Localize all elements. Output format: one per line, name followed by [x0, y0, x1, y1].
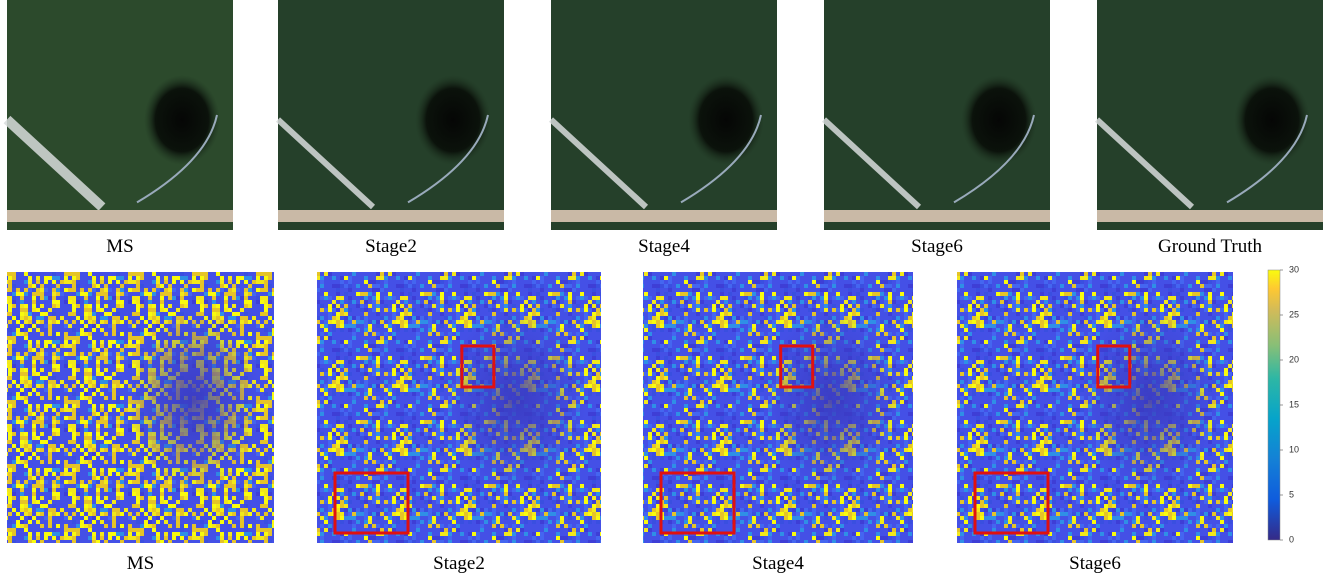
bottom-strip: [551, 210, 777, 222]
low-error-region: [1081, 310, 1219, 490]
caption: MS: [127, 553, 154, 574]
low-error-region: [127, 310, 261, 490]
dark-pond: [1234, 75, 1310, 165]
dark-pond: [415, 75, 491, 165]
error-map: [643, 272, 913, 543]
caption: Ground Truth: [1158, 236, 1262, 257]
colorbar-tick-label: 10: [1289, 444, 1299, 454]
caption: Stage6: [911, 236, 963, 257]
figure: MS Stage2 Stage4 Stage6 Ground Truth MS Stage…: [0, 0, 1324, 577]
error-map: [957, 272, 1233, 543]
error-map: [317, 272, 601, 543]
bottom-strip: [1097, 210, 1323, 222]
colorbar: [1268, 270, 1280, 540]
top-row: MS Stage2 Stage4 Stage6 Ground Truth: [7, 0, 1323, 257]
photo: [278, 0, 504, 230]
low-error-region: [765, 310, 900, 490]
bottom-strip: [824, 210, 1050, 222]
colorbar-tick-label: 20: [1289, 354, 1299, 364]
photo: [824, 0, 1050, 230]
dark-pond: [688, 75, 764, 165]
caption: MS: [106, 236, 133, 257]
bottom-row: MS Stage2 Stage4 Stage6: [7, 272, 1233, 574]
low-error-region: [445, 310, 587, 490]
colorbar-tick-label: 30: [1289, 264, 1299, 274]
colorbar-tick-label: 0: [1289, 534, 1294, 544]
photo: [7, 0, 233, 230]
bottom-strip: [7, 210, 233, 222]
colorbar-tick-label: 5: [1289, 489, 1294, 499]
photo: [551, 0, 777, 230]
caption: Stage4: [752, 553, 804, 574]
dark-pond: [144, 75, 220, 165]
caption: Stage2: [433, 553, 485, 574]
error-map: [7, 272, 274, 543]
caption: Stage2: [365, 236, 417, 257]
bottom-strip: [278, 210, 504, 222]
colorbar-tick-label: 15: [1289, 399, 1299, 409]
photo: [1097, 0, 1323, 230]
caption: Stage6: [1069, 553, 1121, 574]
caption: Stage4: [638, 236, 690, 257]
colorbar-tick-label: 25: [1289, 309, 1299, 319]
dark-pond: [961, 75, 1037, 165]
